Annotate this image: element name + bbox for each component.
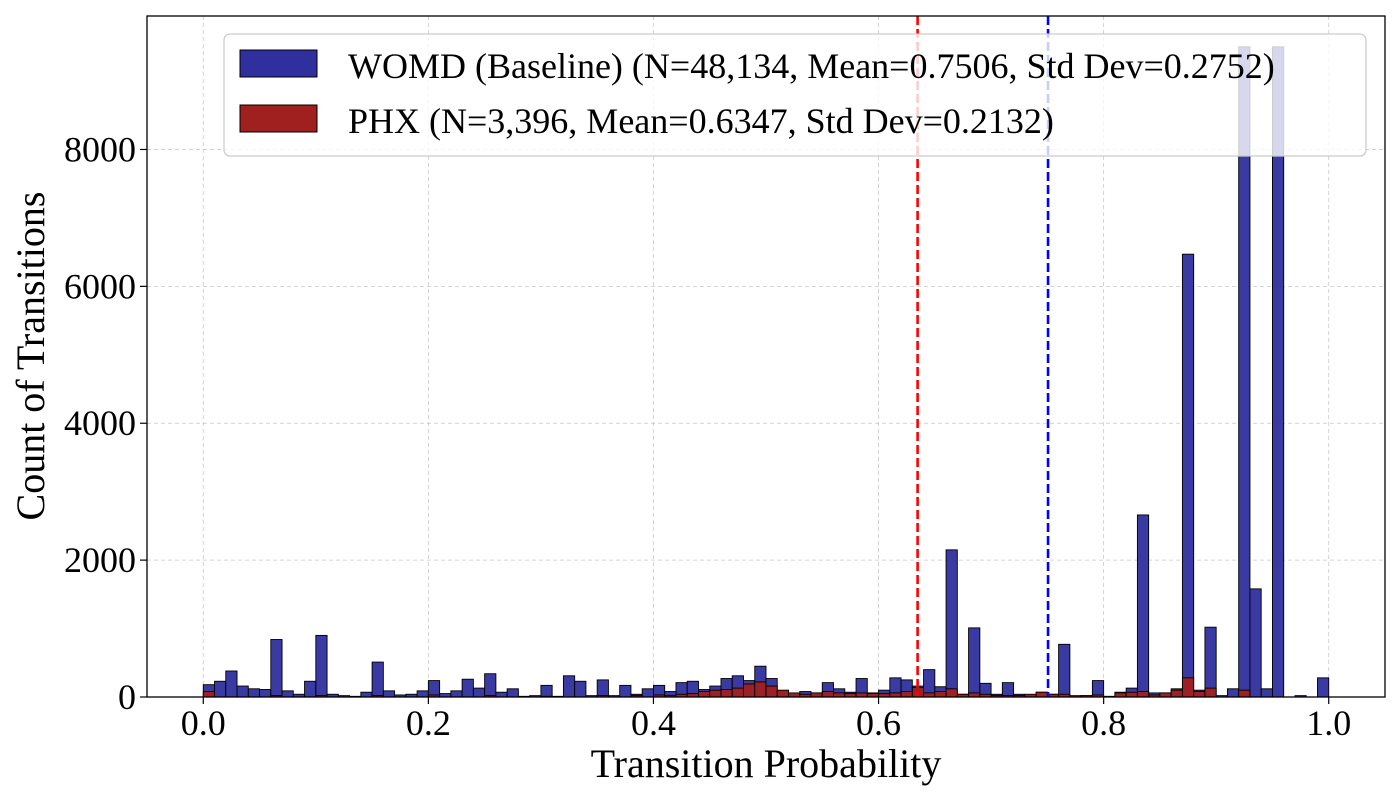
womd-bar bbox=[315, 634, 328, 698]
womd-bar bbox=[416, 690, 429, 698]
phx-bar bbox=[1181, 677, 1195, 698]
phx-bar bbox=[900, 691, 913, 698]
womd-bar bbox=[495, 691, 508, 698]
phx-bar bbox=[945, 688, 958, 698]
y-tick-label: 4000 bbox=[64, 403, 136, 443]
y-tick-label: 0 bbox=[118, 677, 136, 717]
legend-swatch-womd bbox=[239, 49, 318, 78]
womd-bar bbox=[1204, 626, 1217, 698]
womd-bar bbox=[461, 678, 474, 698]
phx-bar bbox=[1035, 691, 1048, 698]
x-axis-title: Transition Probability bbox=[591, 741, 942, 786]
x-tick-label: 0.4 bbox=[631, 703, 676, 743]
womd-bar bbox=[236, 685, 249, 698]
womd-bar bbox=[214, 680, 227, 698]
womd-bar bbox=[1249, 588, 1262, 698]
womd-bar bbox=[945, 549, 958, 698]
phx-bar bbox=[765, 685, 778, 698]
x-tick-label: 1.0 bbox=[1306, 703, 1351, 743]
womd-bar bbox=[360, 691, 373, 698]
womd-bar bbox=[450, 690, 463, 698]
phx-bar bbox=[1193, 691, 1206, 698]
womd-bar bbox=[596, 679, 609, 698]
womd-bar bbox=[225, 670, 238, 698]
womd-bar bbox=[1260, 688, 1273, 698]
phx-bar bbox=[1204, 687, 1217, 698]
x-tick-label: 0.0 bbox=[181, 703, 226, 743]
legend-box bbox=[223, 33, 1367, 157]
womd-bar bbox=[247, 688, 260, 698]
phx-bar bbox=[731, 687, 744, 698]
womd-bar bbox=[484, 673, 497, 698]
legend: WOMD (Baseline) (N=48,134, Mean=0.7506, … bbox=[223, 33, 1367, 157]
phx-bar bbox=[1170, 689, 1183, 698]
womd-bar bbox=[259, 689, 272, 698]
phx-bar bbox=[709, 689, 722, 698]
womd-bar bbox=[1181, 253, 1195, 698]
phx-bar bbox=[720, 689, 733, 698]
phx-bar bbox=[934, 691, 947, 698]
womd-bar bbox=[472, 687, 486, 698]
womd-bar bbox=[1001, 682, 1015, 698]
womd-bar bbox=[562, 675, 576, 698]
womd-bar bbox=[968, 627, 981, 698]
womd-bar bbox=[270, 639, 283, 698]
phx-bar bbox=[754, 681, 767, 698]
y-tick-label: 8000 bbox=[64, 129, 136, 169]
bars bbox=[202, 46, 1330, 698]
womd-bar bbox=[1058, 643, 1071, 698]
phx-bar bbox=[698, 691, 711, 698]
y-tick-label: 6000 bbox=[64, 266, 136, 306]
womd-bar bbox=[619, 684, 632, 698]
womd-bar bbox=[382, 690, 396, 698]
legend-swatch-phx bbox=[239, 104, 318, 133]
womd-bar bbox=[540, 684, 553, 698]
plot-frame bbox=[146, 15, 1386, 698]
ticks: 0.0 0.2 0.4 0.6 0.8 1.0 0 2000 4000 6000 8000 bbox=[64, 129, 1351, 743]
x-tick-label: 0.2 bbox=[406, 703, 451, 743]
womd-bar bbox=[371, 661, 384, 698]
womd-bar bbox=[574, 680, 587, 698]
legend-label-phx: PHX (N=3,396, Mean=0.6347, Std Dev=0.213… bbox=[348, 101, 1054, 141]
mean-lines bbox=[916, 16, 1050, 697]
phx-bar bbox=[821, 691, 834, 698]
phx-bar bbox=[1125, 691, 1138, 698]
phx-bar bbox=[1238, 689, 1251, 698]
womd-bar bbox=[1317, 677, 1330, 698]
womd-bar bbox=[506, 688, 519, 698]
x-tick-label: 0.6 bbox=[856, 703, 901, 743]
phx-bar bbox=[743, 683, 756, 698]
womd-bar bbox=[281, 690, 294, 698]
womd-bar bbox=[1136, 514, 1150, 698]
x-tick-label: 0.8 bbox=[1081, 703, 1126, 743]
womd-bar bbox=[304, 680, 317, 698]
phx-bar bbox=[202, 691, 215, 698]
womd-bar bbox=[1226, 688, 1240, 698]
phx-bar bbox=[1136, 691, 1150, 698]
womd-bar bbox=[641, 688, 654, 698]
legend-label-womd: WOMD (Baseline) (N=48,134, Mean=0.7506, … bbox=[348, 46, 1275, 86]
phx-bar bbox=[776, 689, 789, 698]
y-tick-label: 2000 bbox=[64, 540, 136, 580]
y-axis-title: Count of Transitions bbox=[8, 192, 53, 521]
